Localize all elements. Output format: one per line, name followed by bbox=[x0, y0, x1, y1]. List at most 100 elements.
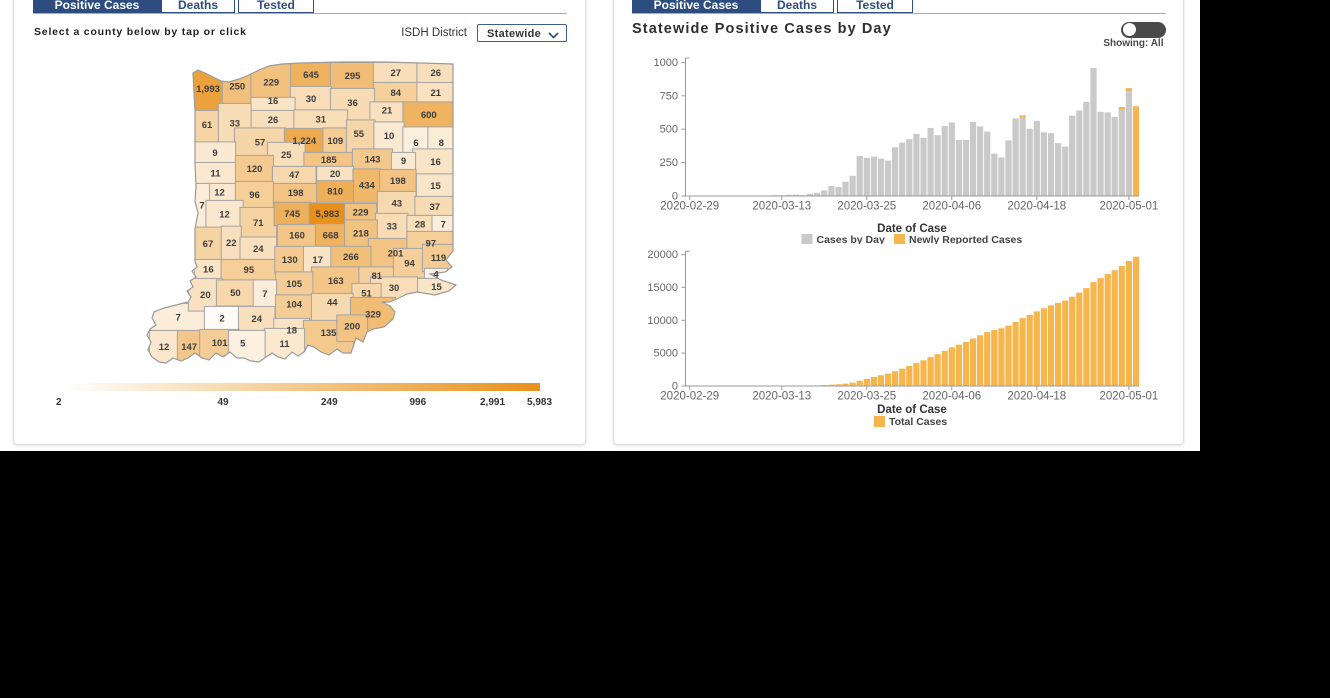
svg-text:5000: 5000 bbox=[654, 348, 678, 360]
svg-text:668: 668 bbox=[323, 230, 339, 241]
svg-text:135: 135 bbox=[321, 328, 338, 339]
svg-text:Newly Reported Cases: Newly Reported Cases bbox=[909, 234, 1022, 244]
svg-text:200: 200 bbox=[344, 321, 360, 332]
svg-text:7: 7 bbox=[175, 313, 180, 324]
svg-text:36: 36 bbox=[347, 98, 358, 109]
svg-text:24: 24 bbox=[251, 314, 262, 325]
svg-text:12: 12 bbox=[219, 209, 230, 220]
svg-text:745: 745 bbox=[284, 209, 301, 220]
svg-text:109: 109 bbox=[327, 136, 343, 147]
svg-text:26: 26 bbox=[430, 68, 441, 79]
svg-text:16: 16 bbox=[203, 265, 214, 276]
svg-text:10000: 10000 bbox=[647, 315, 678, 327]
svg-text:201: 201 bbox=[388, 249, 405, 260]
svg-text:7: 7 bbox=[441, 219, 446, 230]
svg-text:15: 15 bbox=[431, 282, 442, 293]
svg-text:51: 51 bbox=[361, 288, 372, 299]
svg-text:21: 21 bbox=[382, 106, 393, 117]
svg-text:55: 55 bbox=[353, 129, 364, 140]
svg-text:119: 119 bbox=[431, 253, 446, 264]
svg-text:20: 20 bbox=[200, 290, 211, 301]
svg-text:810: 810 bbox=[327, 187, 343, 198]
svg-text:25: 25 bbox=[281, 150, 292, 161]
svg-text:198: 198 bbox=[390, 176, 406, 187]
svg-text:57: 57 bbox=[255, 137, 266, 148]
svg-text:229: 229 bbox=[353, 207, 369, 218]
svg-text:2020-03-13: 2020-03-13 bbox=[752, 201, 811, 213]
svg-text:15000: 15000 bbox=[647, 282, 678, 294]
svg-text:218: 218 bbox=[353, 228, 369, 239]
svg-text:750: 750 bbox=[660, 90, 678, 102]
svg-text:2020-04-18: 2020-04-18 bbox=[1007, 201, 1066, 213]
svg-text:266: 266 bbox=[343, 252, 359, 263]
svg-text:97: 97 bbox=[425, 239, 436, 250]
svg-text:2020-04-06: 2020-04-06 bbox=[922, 391, 981, 403]
svg-text:2020-02-29: 2020-02-29 bbox=[660, 391, 719, 403]
svg-text:20000: 20000 bbox=[647, 249, 678, 261]
svg-text:30: 30 bbox=[306, 94, 317, 105]
svg-text:30: 30 bbox=[389, 283, 400, 294]
svg-text:0: 0 bbox=[672, 191, 678, 203]
svg-text:37: 37 bbox=[429, 202, 440, 213]
svg-text:22: 22 bbox=[226, 238, 237, 249]
svg-text:250: 250 bbox=[229, 82, 245, 93]
svg-text:67: 67 bbox=[203, 239, 214, 250]
svg-text:16: 16 bbox=[268, 96, 279, 107]
svg-text:2020-04-18: 2020-04-18 bbox=[1007, 391, 1066, 403]
svg-text:2020-05-01: 2020-05-01 bbox=[1099, 201, 1158, 213]
svg-text:Date of Case: Date of Case bbox=[877, 223, 947, 235]
svg-text:12: 12 bbox=[159, 342, 170, 353]
svg-text:160: 160 bbox=[289, 231, 305, 242]
svg-text:500: 500 bbox=[660, 124, 678, 136]
svg-text:5: 5 bbox=[240, 339, 246, 350]
svg-text:600: 600 bbox=[421, 110, 437, 121]
svg-text:120: 120 bbox=[247, 164, 263, 175]
svg-text:33: 33 bbox=[229, 118, 240, 129]
svg-text:44: 44 bbox=[327, 298, 338, 309]
svg-text:0: 0 bbox=[672, 381, 678, 393]
svg-text:250: 250 bbox=[660, 157, 678, 169]
svg-text:96: 96 bbox=[249, 190, 260, 201]
svg-text:101: 101 bbox=[212, 338, 229, 349]
svg-text:434: 434 bbox=[359, 181, 376, 192]
svg-text:31: 31 bbox=[315, 115, 326, 126]
svg-text:2020-03-25: 2020-03-25 bbox=[837, 391, 896, 403]
svg-text:33: 33 bbox=[386, 222, 397, 233]
svg-text:105: 105 bbox=[286, 279, 303, 290]
svg-text:10: 10 bbox=[384, 131, 395, 142]
svg-text:2020-05-01: 2020-05-01 bbox=[1099, 391, 1158, 403]
svg-text:11: 11 bbox=[279, 339, 290, 350]
svg-text:1,993: 1,993 bbox=[196, 84, 220, 95]
svg-text:147: 147 bbox=[181, 342, 197, 353]
svg-text:2020-04-06: 2020-04-06 bbox=[922, 201, 981, 213]
svg-text:Total Cases: Total Cases bbox=[889, 416, 947, 428]
svg-text:28: 28 bbox=[415, 219, 426, 230]
svg-text:43: 43 bbox=[391, 199, 402, 210]
svg-text:12: 12 bbox=[214, 188, 225, 199]
svg-text:8: 8 bbox=[439, 138, 444, 149]
svg-text:17: 17 bbox=[312, 255, 323, 266]
svg-text:26: 26 bbox=[268, 115, 279, 126]
svg-text:2020-03-13: 2020-03-13 bbox=[752, 391, 811, 403]
svg-text:229: 229 bbox=[263, 78, 279, 89]
svg-text:47: 47 bbox=[289, 170, 300, 181]
svg-text:2020-02-29: 2020-02-29 bbox=[660, 201, 719, 213]
svg-text:27: 27 bbox=[390, 68, 401, 79]
svg-text:Date of Case: Date of Case bbox=[877, 404, 947, 416]
svg-text:198: 198 bbox=[288, 188, 304, 199]
svg-text:61: 61 bbox=[202, 120, 213, 131]
svg-text:2: 2 bbox=[219, 314, 224, 325]
svg-text:7: 7 bbox=[199, 201, 204, 212]
svg-text:84: 84 bbox=[390, 88, 401, 99]
svg-text:18: 18 bbox=[286, 326, 297, 337]
svg-text:7: 7 bbox=[262, 289, 267, 300]
svg-text:20: 20 bbox=[330, 169, 341, 180]
svg-text:645: 645 bbox=[303, 70, 320, 81]
svg-text:9: 9 bbox=[401, 156, 406, 167]
svg-text:295: 295 bbox=[345, 71, 362, 82]
svg-text:11: 11 bbox=[210, 169, 221, 180]
svg-text:9: 9 bbox=[212, 148, 217, 159]
svg-text:81: 81 bbox=[371, 271, 382, 282]
svg-text:2020-03-25: 2020-03-25 bbox=[837, 201, 896, 213]
svg-text:1000: 1000 bbox=[654, 57, 678, 69]
